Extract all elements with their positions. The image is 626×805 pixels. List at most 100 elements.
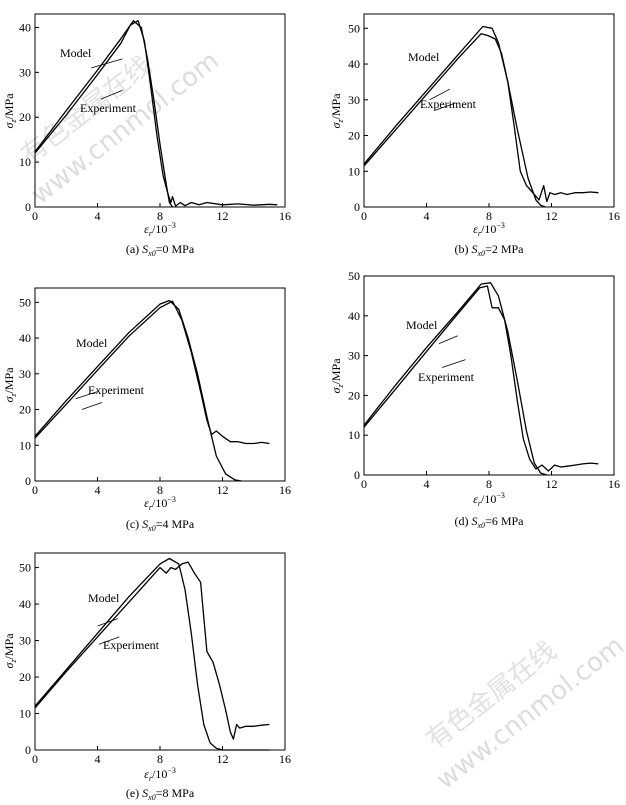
x-tick-label: 0 <box>361 477 367 491</box>
plot-frame <box>34 552 286 751</box>
y-tick-label: 10 <box>348 428 360 442</box>
x-tick-label: 12 <box>217 483 229 497</box>
y-tick-label: 40 <box>348 57 360 71</box>
y-tick-label: 50 <box>348 269 360 283</box>
y-tick-label: 20 <box>19 110 31 124</box>
experiment-annotation: Experiment <box>418 370 475 384</box>
x-tick-label: 8 <box>157 483 163 497</box>
model-leader-line <box>438 335 458 345</box>
y-tick-label: 20 <box>348 388 360 402</box>
experiment-curve <box>34 561 270 740</box>
chart-panel-c: 0 4 8 12 16 0 10 20 30 40 50 Model Experiment σz/M… <box>2 287 291 533</box>
x-axis-label: εr/10−3 <box>473 221 505 238</box>
x-tick-label: 16 <box>279 209 291 223</box>
y-tick-label: 0 <box>354 468 360 482</box>
watermark-bottom-right: 有色金属在线 www.cnnmol.com <box>421 631 626 796</box>
x-tick-label: 4 <box>95 483 101 497</box>
y-tick-label: 30 <box>19 65 31 79</box>
x-tick-label: 0 <box>361 209 367 223</box>
plot-frame <box>363 275 615 476</box>
x-tick-label: 0 <box>32 752 38 766</box>
model-curve <box>363 282 547 476</box>
y-axis-label: σz/MPa <box>2 93 18 129</box>
panel-caption: (c) Sx0=4 MPa <box>126 517 195 533</box>
model-annotation: Model <box>408 50 440 64</box>
x-tick-label: 8 <box>486 477 492 491</box>
x-axis-label: εr/10−3 <box>144 495 176 512</box>
x-tick-label: 8 <box>157 209 163 223</box>
experiment-leader-line <box>434 102 455 111</box>
x-tick-label: 4 <box>424 477 430 491</box>
y-tick-label: 10 <box>348 164 360 178</box>
chart-panel-d: 0 4 8 12 16 0 10 20 30 40 50 Model Experiment σz/M… <box>329 269 620 530</box>
x-tick-label: 0 <box>32 209 38 223</box>
experiment-leader-line <box>441 359 466 368</box>
y-tick-label: 20 <box>19 670 31 684</box>
model-leader-line <box>91 58 123 69</box>
y-tick-label: 50 <box>19 295 31 309</box>
panel-caption: (a) Sx0=0 MPa <box>126 242 195 258</box>
x-tick-label: 4 <box>424 209 430 223</box>
chart-panel-a: 0 4 8 12 16 0 10 20 30 40 Model Experiment σz/MPa… <box>2 13 291 258</box>
chart-panel-b: 0 4 8 12 16 0 10 20 30 40 50 Model Experiment σz/M… <box>329 13 620 258</box>
y-tick-label: 0 <box>25 200 31 214</box>
x-tick-label: 12 <box>217 209 229 223</box>
y-tick-label: 40 <box>19 597 31 611</box>
model-leader-line <box>97 618 118 627</box>
y-tick-label: 30 <box>19 634 31 648</box>
x-tick-label: 0 <box>32 483 38 497</box>
y-tick-label: 40 <box>19 331 31 345</box>
y-tick-label: 10 <box>19 707 31 721</box>
x-tick-label: 4 <box>95 209 101 223</box>
model-annotation: Model <box>88 591 120 605</box>
y-axis-label: σz/MPa <box>329 93 345 129</box>
experiment-annotation: Experiment <box>103 638 160 652</box>
x-axis-label: εr/10−3 <box>473 491 505 508</box>
x-axis-label: εr/10−3 <box>144 221 176 238</box>
x-tick-label: 12 <box>546 209 558 223</box>
model-leader-line <box>75 391 98 400</box>
y-tick-label: 50 <box>19 561 31 575</box>
y-tick-label: 10 <box>19 438 31 452</box>
y-tick-label: 0 <box>354 200 360 214</box>
experiment-annotation: Experiment <box>420 97 477 111</box>
x-tick-label: 8 <box>486 209 492 223</box>
x-tick-label: 16 <box>608 209 620 223</box>
y-tick-label: 30 <box>19 367 31 381</box>
y-axis-label: σz/MPa <box>2 367 18 403</box>
y-tick-label: 30 <box>348 349 360 363</box>
panel-caption: (d) Sx0=6 MPa <box>455 514 525 530</box>
panel-caption: (e) Sx0=8 MPa <box>126 786 195 802</box>
y-tick-label: 50 <box>348 21 360 35</box>
model-leader-line <box>429 88 451 101</box>
y-tick-label: 0 <box>25 743 31 757</box>
x-tick-label: 4 <box>95 752 101 766</box>
chart-panel-e: 0 4 8 12 16 0 10 20 30 40 50 Model Experiment σz/M… <box>2 552 291 802</box>
y-axis-label: σz/MPa <box>2 633 18 669</box>
x-tick-label: 16 <box>608 477 620 491</box>
experiment-leader-line <box>81 401 103 410</box>
y-axis-label: σz/MPa <box>329 358 345 394</box>
y-tick-label: 20 <box>19 403 31 417</box>
model-curve <box>363 25 546 208</box>
y-tick-label: 30 <box>348 93 360 107</box>
y-tick-label: 40 <box>19 20 31 34</box>
plot-frame <box>363 13 615 208</box>
experiment-curve <box>34 20 278 207</box>
experiment-curve <box>34 300 270 445</box>
y-tick-label: 40 <box>348 309 360 323</box>
y-tick-label: 10 <box>19 155 31 169</box>
experiment-curve <box>363 33 599 203</box>
experiment-leader-line <box>100 89 123 100</box>
plot-frame <box>34 287 286 482</box>
x-tick-label: 16 <box>279 752 291 766</box>
x-tick-label: 12 <box>546 477 558 491</box>
model-annotation: Model <box>60 46 92 60</box>
x-tick-label: 8 <box>157 752 163 766</box>
experiment-annotation: Experiment <box>88 383 145 397</box>
model-annotation: Model <box>406 318 438 332</box>
x-tick-label: 16 <box>279 483 291 497</box>
y-tick-label: 20 <box>348 129 360 143</box>
y-tick-label: 0 <box>25 474 31 488</box>
